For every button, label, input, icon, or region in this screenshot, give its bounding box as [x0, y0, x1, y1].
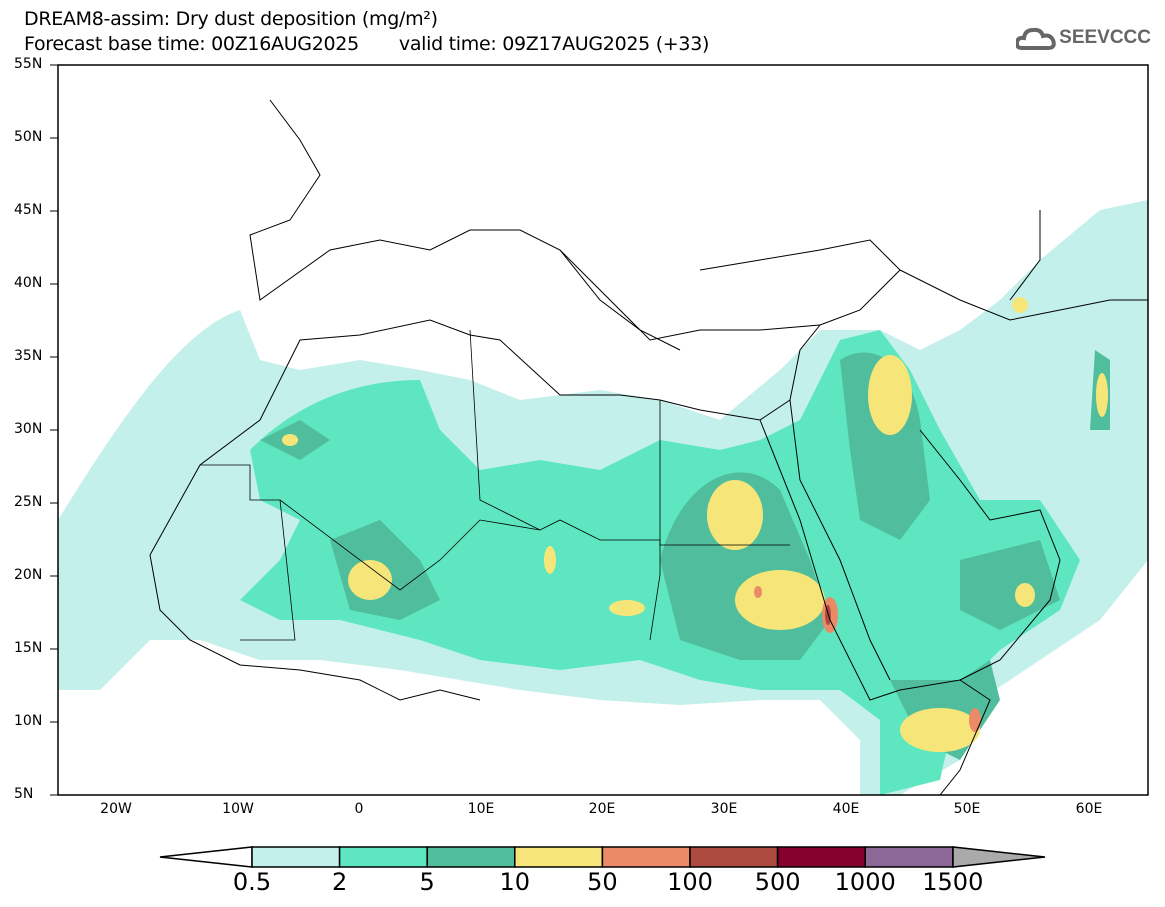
- colorbar-label: 500: [754, 868, 801, 896]
- map-title: DREAM8-assim: Dry dust deposition (mg/m²…: [24, 8, 438, 30]
- colorbar-label: 1500: [922, 868, 984, 896]
- lat-label: 50N: [14, 129, 43, 145]
- dust-deposition-field: [58, 99, 1148, 795]
- logo-text: SEEVCCC: [1059, 27, 1151, 48]
- contour-5: [260, 350, 1110, 760]
- valid-time: valid time: 09Z17AUG2025 (+33): [398, 33, 710, 55]
- colorbar-below-arrow: [159, 846, 253, 868]
- lat-label: 30N: [14, 421, 43, 437]
- colorbar-swatch: [251, 846, 341, 868]
- contour-10: [282, 297, 1108, 752]
- lat-label: 35N: [14, 348, 43, 364]
- lon-label: 20E: [588, 801, 616, 817]
- colorbar-above-arrow: [952, 846, 1046, 868]
- colorbar-swatch: [601, 846, 691, 868]
- lat-label: 55N: [14, 56, 43, 72]
- colorbar-label: 10: [499, 868, 531, 896]
- colorbar-label: 100: [667, 868, 713, 896]
- colorbar-swatch: [689, 846, 779, 868]
- tick-marks: [50, 64, 58, 796]
- borders: [200, 329, 790, 641]
- colorbar-label: 0.5: [232, 868, 272, 896]
- map-subtitle: Forecast base time: 00Z16AUG2025 valid ti…: [24, 33, 749, 55]
- lon-label: 0: [354, 801, 364, 817]
- colorbar-label: 5: [419, 868, 435, 896]
- colorbar-swatch: [864, 846, 954, 868]
- lat-label: 45N: [14, 202, 43, 218]
- colorbar-label: 1000: [834, 868, 896, 896]
- cloud-icon: [1016, 27, 1056, 50]
- colorbar-swatch: [338, 846, 428, 868]
- seevccc-logo: SEEVCCC: [1016, 26, 1151, 50]
- lat-label: 15N: [14, 640, 43, 656]
- colorbar-swatch: [776, 846, 866, 868]
- lat-label: 40N: [14, 275, 43, 291]
- lon-label: 20W: [100, 801, 132, 817]
- lon-label: 50E: [953, 801, 981, 817]
- colorbar-swatch: [426, 846, 516, 868]
- coastlines: [149, 99, 1148, 795]
- forecast-base-time: Forecast base time: 00Z16AUG2025: [24, 33, 359, 55]
- colorbar-label: 2: [331, 868, 348, 896]
- colorbar-swatch: [514, 846, 604, 868]
- lon-label: 40E: [832, 801, 860, 817]
- lat-label: 20N: [14, 567, 43, 583]
- lon-label: 60E: [1075, 801, 1103, 817]
- lon-label: 10W: [222, 801, 254, 817]
- lat-label: 10N: [14, 713, 43, 729]
- lon-label: 10E: [467, 801, 495, 817]
- lon-label: 30E: [710, 801, 738, 817]
- lat-label: 25N: [14, 494, 43, 510]
- lat-label: 5N: [14, 786, 34, 802]
- colorbar-label: 50: [587, 868, 618, 896]
